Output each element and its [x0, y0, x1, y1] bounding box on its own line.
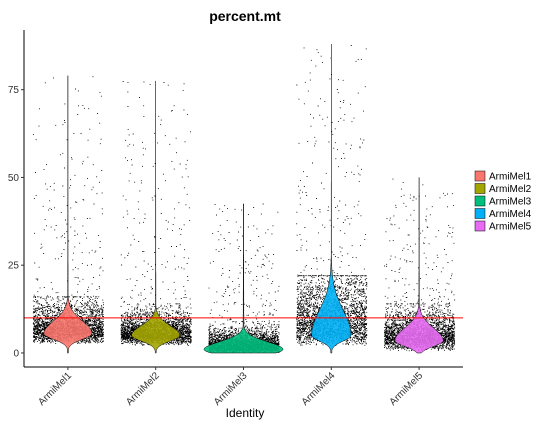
- y-tick-label: 75: [8, 85, 20, 96]
- x-tick-label: ArmiMel3: [212, 370, 250, 408]
- violin-ArmiMel3: [203, 203, 284, 354]
- x-tick-label: ArmiMel1: [36, 370, 74, 408]
- legend-key-ArmiMel3: [474, 195, 486, 207]
- legend-label: ArmiMel3: [489, 197, 532, 208]
- plot-area: 0 25 50 75 ArmiMel1 ArmiMel2 ArmiMel3 ArmiMel4 A…: [8, 30, 463, 408]
- legend-key-ArmiMel5: [474, 220, 486, 232]
- legend-label: ArmiMel1: [489, 172, 532, 183]
- chart-title: percent.mt: [209, 8, 281, 24]
- legend-label: ArmiMel2: [489, 184, 532, 195]
- x-tick-label: ArmiMel2: [124, 370, 162, 408]
- x-tick-label: ArmiMel5: [388, 370, 426, 408]
- y-tick-label: 50: [8, 173, 20, 184]
- violin-ArmiMel5: [394, 177, 444, 354]
- x-tick-label: ArmiMel4: [300, 370, 338, 408]
- legend-key-ArmiMel1: [474, 170, 486, 182]
- legend-key-ArmiMel2: [474, 183, 486, 194]
- violin-ArmiMel2: [131, 80, 180, 354]
- legend-label: ArmiMel4: [489, 209, 532, 220]
- y-tick-label: 0: [13, 348, 19, 359]
- violin-ArmiMel4: [311, 44, 352, 354]
- x-axis-title: Identity: [226, 406, 265, 420]
- violin-ArmiMel1: [43, 75, 93, 354]
- legend-label: ArmiMel5: [489, 222, 532, 233]
- y-tick-label: 25: [8, 261, 20, 272]
- legend-key-ArmiMel4: [474, 208, 486, 219]
